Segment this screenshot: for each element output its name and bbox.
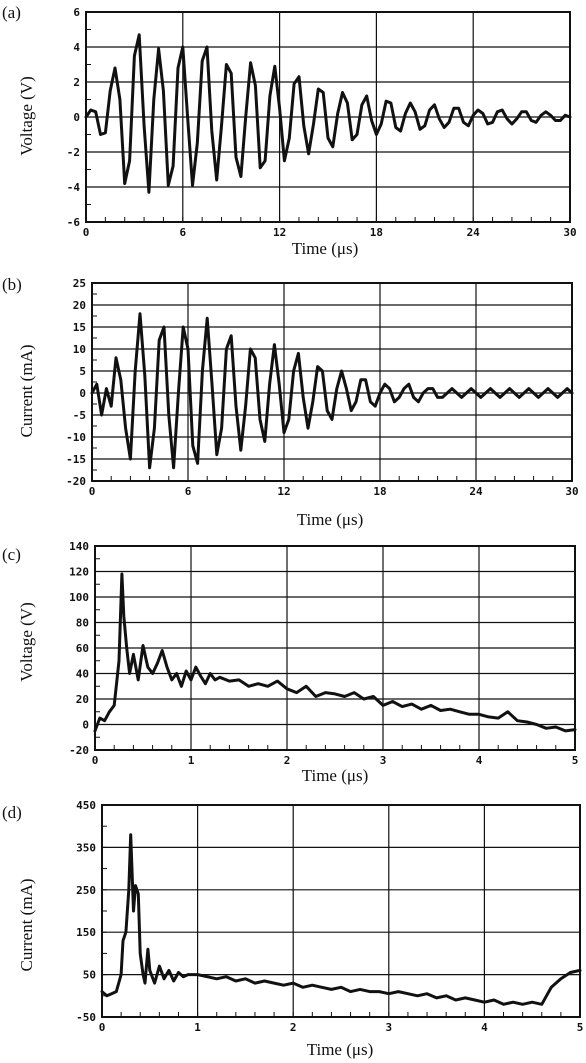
y-tick-label: -20: [66, 475, 86, 488]
x-tick-label: 5: [572, 754, 579, 767]
x-tick-label: 2: [284, 754, 291, 767]
x-axis-label: Time (μs): [302, 766, 369, 785]
x-tick-label: 6: [179, 226, 186, 239]
x-tick-label: 18: [373, 485, 386, 498]
y-tick-label: 20: [73, 299, 86, 312]
panel-label: (b): [2, 275, 22, 294]
x-tick-label: 12: [273, 226, 286, 239]
y-tick-label: 250: [76, 884, 96, 897]
y-tick-label: 0: [79, 387, 86, 400]
plot-frame: [91, 282, 573, 482]
x-tick-label: 24: [467, 226, 481, 239]
x-axis-label: Time (μs): [297, 510, 364, 529]
y-axis-label: Voltage (V): [17, 76, 36, 155]
x-tick-label: 0: [99, 1021, 106, 1034]
panel-label: (a): [2, 3, 21, 22]
series-line: [90, 312, 574, 470]
series-line: [84, 33, 572, 194]
y-tick-label: -2: [67, 146, 80, 159]
x-tick-label: 2: [290, 1021, 297, 1034]
plot-frame: [94, 545, 576, 751]
y-tick-label: 25: [73, 277, 86, 290]
y-tick-label: 60: [76, 642, 89, 655]
y-tick-label: 10: [73, 343, 86, 356]
y-tick-label: 140: [69, 540, 89, 553]
y-tick-label: 20: [76, 693, 89, 706]
y-tick-label: 80: [76, 617, 89, 630]
x-tick-label: 18: [370, 226, 383, 239]
panel-label: (c): [2, 545, 21, 564]
x-tick-label: 30: [563, 226, 576, 239]
y-tick-label: -15: [66, 453, 86, 466]
panel-d: (d) Current (mA) Time (μs) 0 1 2 3 4 5 -50 50 15…: [2, 799, 583, 1059]
x-tick-label: 1: [188, 754, 195, 767]
y-tick-label: 450: [76, 799, 96, 812]
x-tick-label: 6: [185, 485, 192, 498]
y-tick-label: 5: [79, 365, 86, 378]
x-tick-label: 0: [83, 226, 90, 239]
x-tick-label: 4: [481, 1021, 488, 1034]
x-tick-label: 5: [577, 1021, 584, 1034]
y-axis-label: Voltage (V): [17, 602, 36, 681]
y-tick-label: 0: [73, 111, 80, 124]
y-tick-label: 0: [82, 719, 89, 732]
plot-frame: [101, 804, 581, 1018]
y-tick-label: -6: [67, 216, 81, 229]
y-tick-label: -50: [76, 1011, 96, 1024]
y-tick-label: 6: [73, 6, 80, 19]
y-tick-label: -20: [69, 744, 89, 757]
y-tick-label: 4: [73, 41, 80, 54]
y-tick-label: -5: [73, 409, 86, 422]
y-tick-label: 150: [76, 926, 96, 939]
y-axis-label: Current (mA): [17, 344, 36, 437]
y-tick-label: 2: [73, 76, 80, 89]
y-tick-label: 40: [76, 668, 89, 681]
x-tick-label: 4: [476, 754, 483, 767]
x-tick-label: 0: [92, 754, 99, 767]
x-tick-label: 24: [469, 485, 483, 498]
y-tick-label: 120: [69, 566, 89, 579]
series-line: [93, 572, 577, 733]
x-tick-label: 1: [194, 1021, 201, 1034]
panel-c: (c) Voltage (V) Time (μs) 0 1 2 3 4 5-2002040…: [2, 540, 578, 785]
y-tick-label: -4: [67, 181, 81, 194]
y-tick-label: 100: [69, 591, 89, 604]
x-tick-label: 3: [380, 754, 387, 767]
x-axis-label: Time (μs): [307, 1040, 374, 1059]
y-tick-label: 50: [83, 969, 96, 982]
x-tick-label: 30: [565, 485, 578, 498]
panel-label: (d): [2, 803, 22, 822]
y-tick-label: 15: [73, 321, 86, 334]
panel-b: (b) Current (mA) Time (μs) 0 6 12 18 24 30 -20…: [2, 275, 579, 529]
x-tick-label: 12: [277, 485, 290, 498]
series-line: [100, 833, 582, 1006]
x-tick-label: 0: [89, 485, 96, 498]
y-axis-label: Current (mA): [17, 878, 36, 971]
panel-a: (a) Voltage (V) Time (μs) 0 6 12 18 24 30-6-4…: [2, 3, 577, 258]
y-tick-label: -10: [66, 431, 86, 444]
x-axis-label: Time (μs): [292, 239, 359, 258]
x-tick-label: 3: [385, 1021, 392, 1034]
y-tick-label: 350: [76, 841, 96, 854]
